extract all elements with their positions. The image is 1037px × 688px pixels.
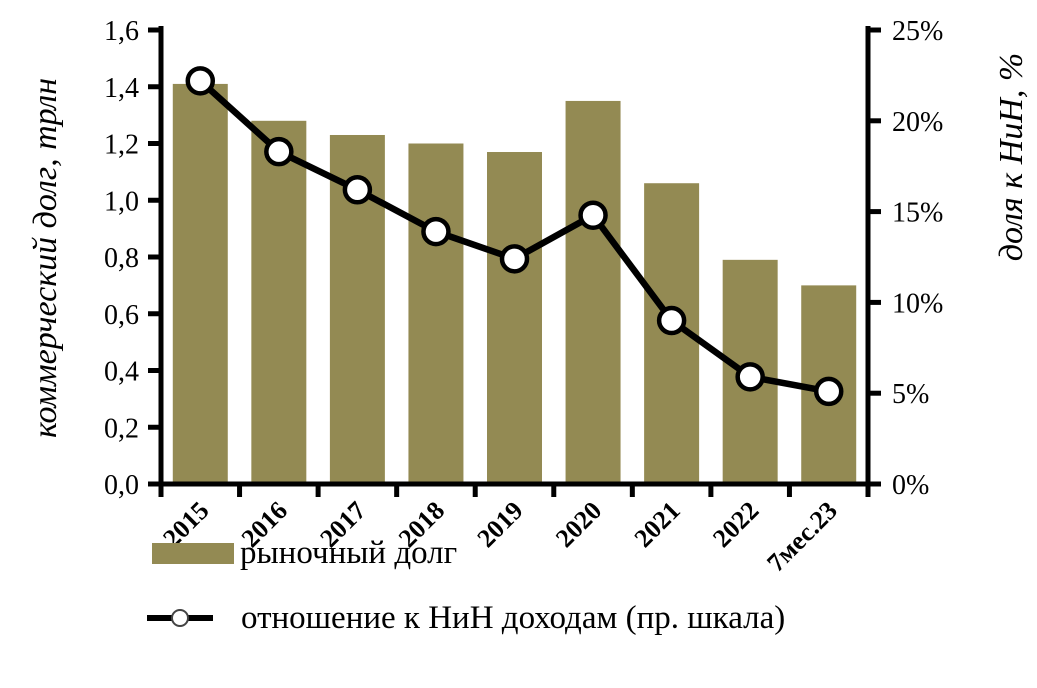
bar-series <box>172 83 857 485</box>
marker-7мес.23 <box>813 376 844 407</box>
left-axis-tick-labels: 0,0 0,2 0,4 0,6 0,8 1,0 1,2 1,4 1,6 <box>104 16 139 501</box>
marker-2018 <box>421 216 451 247</box>
x-axis-category-label: 7мес.23 <box>761 496 843 578</box>
x-axis-category-label: 2017 <box>314 496 371 553</box>
right-axis-tick-label: 10% <box>892 288 943 319</box>
x-axis-category-label: 2016 <box>236 496 293 553</box>
marker-2021 <box>656 305 687 336</box>
left-axis-tick-label: 0,6 <box>104 300 139 331</box>
right-axis-tick-label: 5% <box>892 379 929 410</box>
marker-2017 <box>342 175 373 205</box>
bar-2019 <box>487 152 542 484</box>
left-axis-tick-label: 0,2 <box>104 413 139 444</box>
left-axis-tick-label: 0,0 <box>104 470 139 501</box>
line-series <box>185 66 844 407</box>
marker-2022 <box>735 362 765 392</box>
x-axis-category-label: 2021 <box>629 496 686 553</box>
left-axis-tick-label: 1,0 <box>104 186 139 217</box>
right-axis-tick-label: 15% <box>892 198 943 229</box>
marker-2015 <box>185 66 216 96</box>
x-axis-category-label: 2015 <box>157 496 214 553</box>
left-axis-tick-label: 1,2 <box>104 130 139 161</box>
right-axis-tick-label: 25% <box>892 16 943 47</box>
x-axis-category-label: 2019 <box>471 496 528 553</box>
marker-2020 <box>578 200 608 230</box>
x-axis-category-label: 2022 <box>707 496 764 553</box>
right-axis-title: доля к НиН, % <box>993 53 1030 261</box>
axes <box>148 26 881 497</box>
x-axis-category-label: 2018 <box>393 496 450 553</box>
bar-2015 <box>172 83 228 484</box>
marker-2019 <box>499 244 530 274</box>
bar-2020 <box>565 100 621 484</box>
right-axis-tick-label: 20% <box>892 107 943 138</box>
left-axis-tick-label: 0,4 <box>104 357 139 388</box>
bar-2018 <box>408 143 464 484</box>
right-axis-tick-labels: 0% 5% 10% 15% 20% 25% <box>892 16 943 501</box>
left-axis-tick-label: 0,8 <box>104 243 139 274</box>
left-axis-tick-label: 1,4 <box>104 73 139 104</box>
bar-2016 <box>251 120 307 485</box>
marker-2016 <box>264 136 294 167</box>
left-axis-tick-label: 1,6 <box>104 16 139 47</box>
x-axis-category-label: 2020 <box>550 496 607 553</box>
left-axis-title: коммерческий долг, трлн <box>27 78 64 438</box>
right-axis-tick-label: 0% <box>892 470 929 501</box>
